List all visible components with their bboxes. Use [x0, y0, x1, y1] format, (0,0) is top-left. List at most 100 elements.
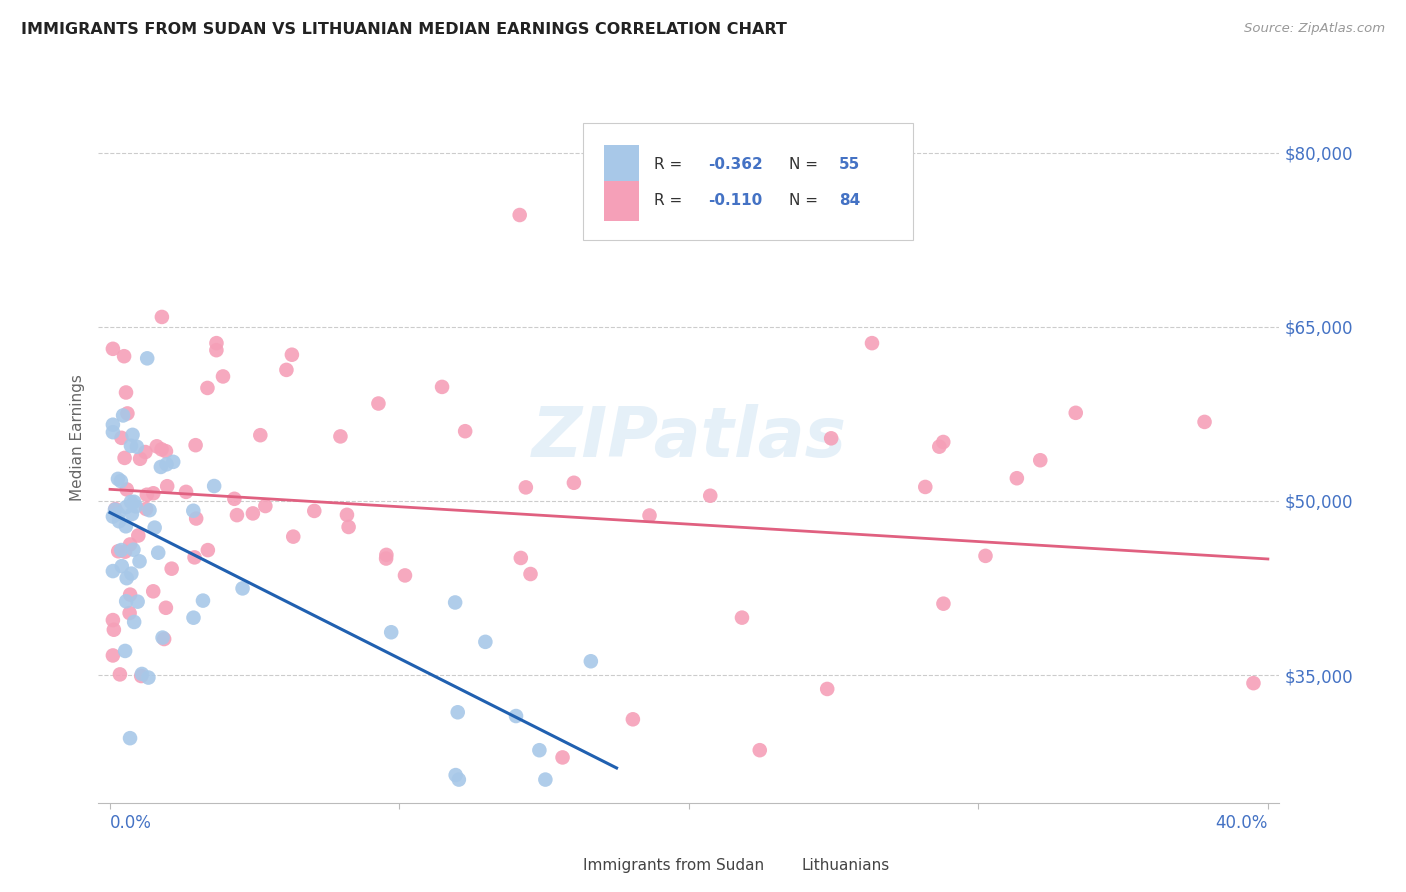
Point [914, 480, 936, 494]
Point [120, 439, 142, 453]
Point [1029, 453, 1052, 467]
Point [120, 566, 142, 581]
Point [380, 625, 402, 640]
Point [447, 706, 470, 720]
Point [304, 504, 326, 518]
Point [444, 595, 467, 609]
Point [283, 530, 305, 544]
Point [104, 502, 127, 516]
Text: 0.0%: 0.0% [110, 814, 152, 832]
Bar [547, 854, 574, 878]
Text: N =: N = [789, 194, 823, 209]
Text: 40.0%: 40.0% [1216, 814, 1268, 832]
Point [860, 336, 883, 351]
Point [509, 551, 531, 566]
Point [115, 500, 138, 515]
Text: R =: R = [654, 194, 692, 209]
Point [329, 429, 352, 443]
Point [101, 417, 124, 432]
Point [375, 548, 398, 562]
Point [205, 336, 228, 351]
Bar [605, 145, 640, 185]
Point [932, 597, 955, 611]
Point [579, 654, 602, 668]
Point [242, 507, 264, 521]
Point [276, 363, 298, 377]
Point [153, 632, 176, 646]
Y-axis label: Median Earnings: Median Earnings [70, 374, 86, 500]
Point [112, 409, 135, 423]
Point [110, 474, 132, 488]
Point [138, 503, 160, 517]
Point [281, 348, 304, 362]
Point [104, 502, 127, 516]
Point [186, 511, 208, 525]
Point [160, 562, 183, 576]
Point [142, 584, 165, 599]
Point [121, 428, 143, 442]
Point [120, 537, 142, 551]
Point [114, 450, 136, 465]
Text: Source: ZipAtlas.com: Source: ZipAtlas.com [1244, 22, 1385, 36]
Point [226, 508, 249, 522]
Point [127, 595, 149, 609]
Point [101, 613, 124, 627]
Point [121, 507, 143, 521]
Point [114, 544, 136, 558]
Point [145, 439, 167, 453]
Point [101, 342, 124, 356]
Point [110, 431, 132, 445]
Point [134, 445, 156, 459]
Point [136, 351, 159, 366]
Text: Immigrants from Sudan: Immigrants from Sudan [582, 858, 763, 873]
Point [127, 528, 149, 542]
Point [103, 623, 125, 637]
Point [150, 310, 173, 324]
Point [183, 550, 205, 565]
Point [212, 369, 235, 384]
Point [115, 594, 138, 608]
Point [131, 667, 153, 681]
Point [254, 499, 277, 513]
Point [152, 631, 174, 645]
Point [156, 479, 179, 493]
Point [1194, 415, 1216, 429]
Point [155, 458, 177, 472]
Point [118, 731, 141, 746]
Text: -0.362: -0.362 [707, 157, 762, 172]
Point [155, 444, 177, 458]
Point [114, 519, 136, 533]
Point [111, 559, 134, 574]
Point [149, 459, 172, 474]
Point [162, 455, 184, 469]
Point [928, 440, 950, 454]
Point [205, 343, 228, 358]
Point [820, 431, 842, 445]
Point [551, 750, 574, 764]
Text: ZIPatlas: ZIPatlas [531, 403, 846, 471]
Point [1005, 471, 1028, 485]
Text: -0.110: -0.110 [707, 194, 762, 209]
Point [122, 542, 145, 557]
Point [974, 549, 997, 563]
Point [101, 648, 124, 663]
Point [505, 709, 527, 723]
Point [1064, 406, 1087, 420]
Point [534, 772, 557, 787]
Point [367, 396, 389, 410]
Point [1243, 676, 1265, 690]
Point [148, 546, 170, 560]
Text: 55: 55 [839, 157, 860, 172]
Point [122, 495, 145, 509]
Point [454, 424, 477, 438]
Point [519, 567, 541, 582]
Point [143, 521, 166, 535]
Point [197, 381, 219, 395]
Point [249, 428, 271, 442]
FancyBboxPatch shape [582, 122, 914, 240]
Point [562, 475, 585, 490]
Point [183, 610, 205, 624]
Point [474, 635, 496, 649]
Point [120, 588, 142, 602]
Point [224, 491, 246, 506]
